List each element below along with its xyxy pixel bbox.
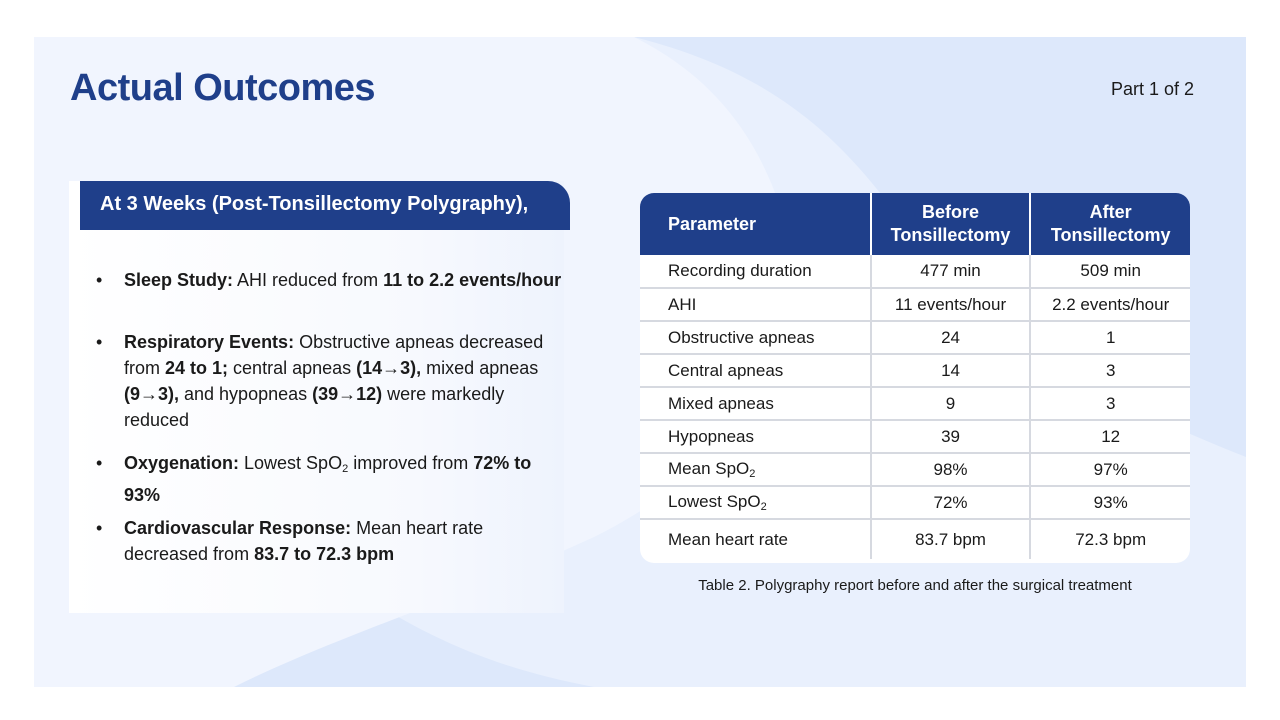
table-row: Mean heart rate 83.7 bpm 72.3 bpm xyxy=(640,519,1190,559)
cell-before: 83.7 bpm xyxy=(870,519,1032,559)
parameter-text: Mixed apneas xyxy=(668,393,774,413)
header-before-line2: Tonsillectomy xyxy=(890,225,1011,245)
bullet-text: central apneas xyxy=(228,358,357,378)
parameter-text: Lowest SpO xyxy=(668,492,761,511)
cell-parameter: AHI xyxy=(640,288,872,322)
cell-parameter: Recording duration xyxy=(640,255,872,289)
page-title: Actual Outcomes xyxy=(70,67,376,109)
parameter-text: Obstructive apneas xyxy=(668,327,815,347)
section-header: At 3 Weeks (Post-Tonsillectomy Polygraph… xyxy=(80,181,570,230)
table-row: AHI 11 events/hour 2.2 events/hour xyxy=(640,288,1190,322)
subscript: 2 xyxy=(760,501,767,513)
cell-parameter: Mean SpO2 xyxy=(640,453,872,487)
cell-after: 509 min xyxy=(1030,255,1190,289)
bullet-text: and hypopneas xyxy=(179,384,313,404)
parameter-text: AHI xyxy=(668,294,697,314)
part-indicator: Part 1 of 2 xyxy=(1110,79,1194,99)
cell-after: 3 xyxy=(1030,387,1190,421)
cell-before: 24 xyxy=(870,321,1032,355)
cell-after: 97% xyxy=(1030,453,1190,487)
cell-parameter: Central apneas xyxy=(640,354,872,388)
bullet-dot: • xyxy=(96,518,103,538)
cell-before: 98% xyxy=(870,453,1032,487)
header-after-line2: Tonsillectomy xyxy=(1050,225,1171,245)
cell-before: 477 min xyxy=(870,255,1032,289)
table-row: Hypopneas 39 12 xyxy=(640,420,1190,454)
slide-background: Actual Outcomes Part 1 of 2 At 3 Weeks (… xyxy=(34,37,1246,687)
table-row: Mean SpO2 98% 97% xyxy=(640,453,1190,487)
cell-before: 11 events/hour xyxy=(870,288,1032,322)
polygraphy-table-container: Parameter Before Tonsillectomy After Tonsi… xyxy=(640,193,1190,563)
parameter-text: Central apneas xyxy=(668,360,784,380)
cell-before: 39 xyxy=(870,420,1032,454)
bullet-dot: • xyxy=(96,270,103,290)
parameter-text: Mean heart rate xyxy=(668,529,789,549)
table-row: Central apneas 14 3 xyxy=(640,354,1190,388)
cell-before: 72% xyxy=(870,486,1032,520)
bullet-text: Mean heart rate decreased from xyxy=(124,518,484,564)
subscript: 2 xyxy=(342,463,349,475)
bullet-text: Lowest SpO xyxy=(239,453,343,473)
cell-after: 72.3 bpm xyxy=(1075,529,1147,549)
bullet-dot: • xyxy=(96,332,103,352)
bullet-label: Cardiovascular Response: xyxy=(124,518,352,538)
bullet-text: AHI reduced from xyxy=(233,270,384,290)
table-row: Recording duration 477 min 509 min xyxy=(640,255,1190,289)
bullet-text: mixed apneas xyxy=(421,358,539,378)
bullet-label: Oxygenation: xyxy=(124,453,240,473)
bullet-value: 11 to 2.2 events/hour xyxy=(383,270,562,290)
cell-parameter: Mean heart rate xyxy=(640,519,872,559)
table-header-row: Parameter Before Tonsillectomy After Tonsi… xyxy=(640,193,1190,255)
bullet-value: 72% to 93% xyxy=(124,453,532,505)
polygraphy-table: Parameter Before Tonsillectomy After Tonsi… xyxy=(640,193,1190,559)
bullet-value: 24 to 1; xyxy=(165,358,229,378)
table-row: Lowest SpO2 72% 93% xyxy=(640,486,1190,520)
bullet-label: Sleep Study: xyxy=(124,270,234,290)
cell-parameter: Mixed apneas xyxy=(640,387,872,421)
bullet-value: (39→12) xyxy=(312,384,383,404)
list-item-cardiovascular: • Cardiovascular Response: Mean heart ra… xyxy=(96,515,566,567)
cell-parameter: Obstructive apneas xyxy=(640,321,872,355)
bullet-value: (9→3), xyxy=(124,384,180,404)
subscript: 2 xyxy=(749,468,756,480)
header-after-line1: After xyxy=(1089,202,1132,222)
list-item-oxygenation: • Oxygenation: Lowest SpO2 improved from… xyxy=(96,450,566,508)
cell-after: 93% xyxy=(1030,486,1190,520)
header-after: After Tonsillectomy xyxy=(1030,193,1190,255)
cell-after: 3 xyxy=(1030,354,1190,388)
cell-after: 12 xyxy=(1030,420,1190,454)
table-row: Obstructive apneas 24 1 xyxy=(640,321,1190,355)
list-item-respiratory-events: • Respiratory Events: Obstructive apneas… xyxy=(96,329,566,433)
list-item-sleep-study: • Sleep Study: AHI reduced from 11 to 2.… xyxy=(96,267,561,293)
header-before-line1: Before xyxy=(922,202,980,222)
header-parameter: Parameter xyxy=(640,193,872,255)
cell-after: 2.2 events/hour xyxy=(1030,288,1190,322)
table-row: Mixed apneas 9 3 xyxy=(640,387,1190,421)
header-before: Before Tonsillectomy xyxy=(870,193,1032,255)
bullet-value: 83.7 to 72.3 bpm xyxy=(254,544,395,564)
parameter-text: Recording duration xyxy=(668,261,812,280)
parameter-text: Mean SpO xyxy=(668,459,750,478)
bullet-text: improved from xyxy=(348,453,474,473)
cell-before: 9 xyxy=(870,387,1032,421)
table-caption: Table 2. Polygraphy report before and af… xyxy=(698,577,1132,594)
cell-after: 1 xyxy=(1030,321,1190,355)
bullet-dot: • xyxy=(96,453,103,473)
parameter-text: Hypopneas xyxy=(668,426,755,446)
summary-card xyxy=(69,181,564,613)
bullet-text: Obstructive apneas decreased from xyxy=(124,332,544,378)
cell-parameter: Lowest SpO2 xyxy=(640,486,872,520)
bullet-label: Respiratory Events: xyxy=(124,332,295,352)
cell-parameter: Hypopneas xyxy=(640,420,872,454)
bullet-value: (14→3), xyxy=(356,358,422,378)
bullet-text: were markedly reduced xyxy=(124,384,505,430)
cell-before: 14 xyxy=(870,354,1032,388)
